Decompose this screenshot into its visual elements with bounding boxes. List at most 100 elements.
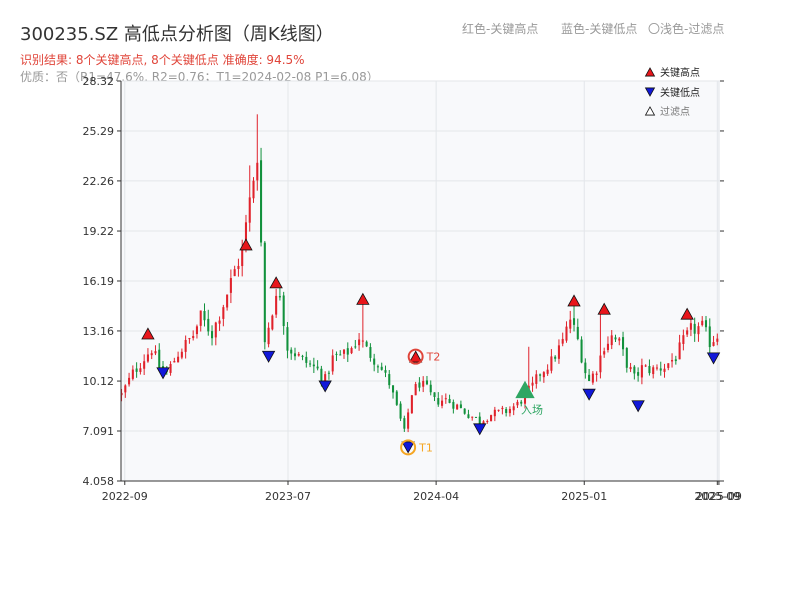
candle-body [414,384,417,396]
candle-body [599,355,602,373]
candle-body [388,374,391,386]
key-low-marker [401,441,415,454]
candle-body [418,382,421,388]
candle-body [335,353,338,355]
candle-body [595,373,598,375]
y-axis: 4.058 7.091 10.12 13.16 16.19 19.22 22.26 25.29… [83,75,724,488]
candle-body [131,369,134,379]
x-axis: 2022-09 2023-07 2024-04 2025-01 2025-092025-… [102,481,742,503]
candle-body [188,338,191,340]
legend-filtered-symbol [644,106,656,116]
key-high-marker [239,238,253,251]
candle-body [346,348,349,355]
key-high-marker [680,307,694,320]
markers: T1 T2 入场 [141,238,721,456]
candle-body [120,392,123,396]
candle-body [226,294,229,308]
candle-body [531,382,534,386]
y-tick-label: 7.091 [83,425,115,438]
candle-body [184,339,187,352]
candle-body [629,367,632,370]
candle-body [557,345,560,359]
candle-body [169,364,172,373]
candle-body [535,374,538,384]
candle-body [610,335,613,346]
candle-body [633,366,636,374]
candle-body [542,372,545,378]
candle-body [278,296,281,298]
candle-body [339,354,342,356]
candle-body [282,295,285,327]
candle-body [192,335,195,339]
candle-body [376,366,379,368]
candle-body [576,326,579,339]
key-low-marker [261,350,276,363]
candle-body [203,311,206,321]
candle-body [674,359,677,362]
candle-body [501,407,504,410]
candle-body [361,340,364,342]
y-tick-label: 19.22 [83,225,115,238]
candle-body [316,366,319,369]
x-tick-label: 2023-07 [265,490,311,503]
candle-body [146,354,149,362]
candle-body [154,351,157,354]
candle-body [124,385,127,393]
candle-body [471,416,474,418]
candle-body [678,342,681,360]
candle-body [297,354,300,356]
chart-title: 300235.SZ 高低点分析图（周K线图） [20,24,334,45]
x-tick-label: 2025-09 [694,490,740,503]
candle-body [444,398,447,400]
candle-body [580,339,583,363]
candle-body [640,365,643,378]
candle-body [625,347,628,368]
key-high-marker [141,327,155,340]
candle-body [644,365,647,367]
candle-body [422,380,425,387]
candle-body [177,356,180,363]
candle-body [520,401,523,404]
candle-body [180,351,183,358]
candle-body [474,416,478,418]
candle-body [260,160,263,243]
candle-body [195,326,198,335]
candle-body [565,326,568,341]
t1-ring [400,439,417,456]
candle-body [561,338,564,344]
candle-body [512,406,515,411]
candle-body [493,409,496,417]
key-low-marker [156,367,170,380]
candle-body [358,339,361,346]
candle-body [244,222,248,250]
y-tick-label: 22.26 [83,175,115,188]
candle-body [459,404,462,408]
candle-body [222,307,225,319]
key-low-marker [706,352,721,365]
candle-body [490,415,493,422]
x-tick-label: 2024-04 [413,490,459,503]
candle-body [229,278,232,293]
candle-body [539,374,542,376]
candle-body [350,348,353,354]
result-summary: 识别结果: 8个关键高点, 8个关键低点 准确度: 94.5% [20,53,305,67]
candle-body [591,373,594,383]
candle-body [686,330,689,335]
key-low-marker [318,380,332,393]
key-high-marker [597,302,611,315]
candle-body [365,341,368,347]
legend-high-symbol [644,67,656,77]
candle-body [293,353,297,357]
candle-body [606,343,609,351]
candle-body [637,372,640,376]
x-tick-label: 2025-01 [561,490,607,503]
candle-body [135,368,138,372]
candle-body [682,335,685,344]
legend-light-filtered: 〇浅色-过滤点 [648,22,725,36]
key-high-marker [567,294,581,307]
candle-body [324,374,327,382]
candle-body [712,342,715,346]
candle-body [508,408,511,414]
y-tick-label: 28.32 [83,75,115,88]
